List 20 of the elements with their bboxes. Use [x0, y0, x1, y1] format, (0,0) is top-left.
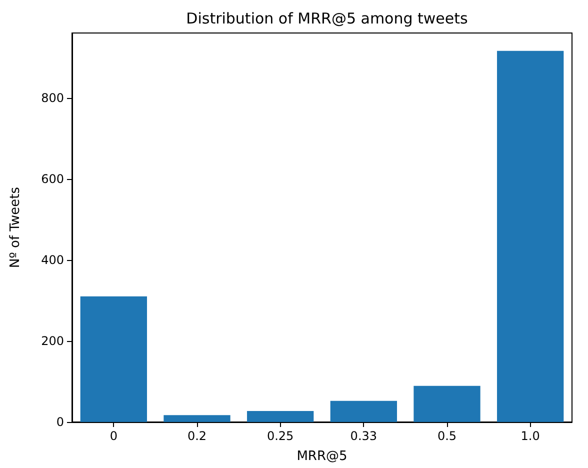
x-tick-label: 0.2	[187, 429, 207, 443]
y-tick-label: 400	[41, 252, 64, 267]
chart-title: Distribution of MRR@5 among tweets	[186, 10, 468, 28]
y-tick-label: 800	[41, 90, 64, 105]
y-tick-label: 0	[56, 415, 64, 429]
x-tick-label: 1.0	[520, 429, 540, 443]
bar	[247, 411, 314, 422]
x-tick-label: 0.5	[437, 429, 457, 443]
bar	[164, 415, 230, 422]
bar	[497, 50, 564, 422]
x-axis-title: MRR@5	[296, 449, 348, 464]
bar	[80, 296, 147, 422]
bar	[330, 400, 397, 422]
x-tick-label: 0.33	[350, 429, 378, 443]
y-tick-label: 600	[41, 172, 64, 186]
x-tick-label: 0.25	[266, 429, 294, 443]
y-tick-label: 200	[41, 334, 64, 348]
y-axis-title: Nº of Tweets	[8, 186, 23, 268]
bar	[414, 386, 480, 422]
x-tick-label: 0	[110, 429, 118, 443]
